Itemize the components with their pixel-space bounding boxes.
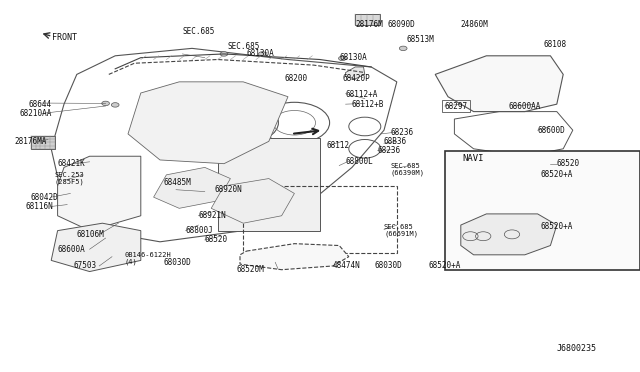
Text: 68030D: 68030D bbox=[163, 258, 191, 267]
Text: 68421K: 68421K bbox=[58, 159, 85, 168]
Text: 68513M: 68513M bbox=[406, 35, 434, 44]
Text: 68520+A: 68520+A bbox=[541, 170, 573, 179]
Text: 68042D: 68042D bbox=[31, 193, 58, 202]
Text: J6800235: J6800235 bbox=[557, 344, 596, 353]
Circle shape bbox=[259, 52, 266, 56]
Text: NAVI: NAVI bbox=[462, 154, 484, 163]
Text: 24860M: 24860M bbox=[461, 20, 488, 29]
Text: 68116N: 68116N bbox=[26, 202, 53, 211]
Circle shape bbox=[111, 103, 119, 107]
Text: 68112+A: 68112+A bbox=[346, 90, 378, 99]
Bar bbox=[355, 14, 380, 25]
Text: 68921N: 68921N bbox=[198, 211, 226, 220]
Text: 68112+B: 68112+B bbox=[352, 100, 385, 109]
Text: SEC.685: SEC.685 bbox=[227, 42, 260, 51]
Bar bbox=[31, 136, 55, 149]
PathPatch shape bbox=[51, 223, 141, 272]
Bar bbox=[218, 138, 320, 231]
Circle shape bbox=[220, 52, 228, 56]
Text: SEC.685: SEC.685 bbox=[182, 27, 215, 36]
Text: 68800L: 68800L bbox=[346, 157, 373, 166]
Text: SEC.253
(285F5): SEC.253 (285F5) bbox=[54, 172, 84, 185]
Text: SEC.685
(66591M): SEC.685 (66591M) bbox=[384, 224, 418, 237]
Text: FRONT: FRONT bbox=[52, 33, 77, 42]
PathPatch shape bbox=[128, 82, 288, 164]
Text: 68644: 68644 bbox=[29, 100, 52, 109]
Text: 68420P: 68420P bbox=[342, 74, 370, 83]
Text: 0B146-6122H
(4): 0B146-6122H (4) bbox=[125, 252, 172, 265]
Text: 28176M: 28176M bbox=[355, 20, 383, 29]
Text: 68600D: 68600D bbox=[538, 126, 565, 135]
Bar bbox=[442, 100, 470, 112]
Text: 68520: 68520 bbox=[557, 159, 580, 168]
Circle shape bbox=[102, 101, 109, 106]
Text: 68600A: 68600A bbox=[58, 245, 85, 254]
Bar bbox=[243, 186, 397, 253]
Text: 68520+A: 68520+A bbox=[541, 222, 573, 231]
Text: 67503: 67503 bbox=[74, 262, 97, 270]
Text: 68520+A: 68520+A bbox=[429, 262, 461, 270]
Text: 68236: 68236 bbox=[378, 146, 401, 155]
Text: 48474N: 48474N bbox=[333, 262, 360, 270]
Text: 68920N: 68920N bbox=[214, 185, 242, 194]
PathPatch shape bbox=[461, 214, 557, 255]
PathPatch shape bbox=[435, 56, 563, 112]
PathPatch shape bbox=[211, 179, 294, 223]
PathPatch shape bbox=[346, 67, 365, 79]
Text: 68B36: 68B36 bbox=[384, 137, 407, 146]
Text: 28176MA: 28176MA bbox=[14, 137, 47, 146]
Text: 68600AA: 68600AA bbox=[509, 102, 541, 110]
Text: 68130A: 68130A bbox=[339, 53, 367, 62]
Text: 68106M: 68106M bbox=[77, 230, 104, 239]
PathPatch shape bbox=[58, 156, 141, 231]
Text: 68200: 68200 bbox=[285, 74, 308, 83]
Text: 68520: 68520 bbox=[205, 235, 228, 244]
Text: 68485M: 68485M bbox=[163, 178, 191, 187]
Text: 68112: 68112 bbox=[326, 141, 349, 150]
Circle shape bbox=[339, 56, 346, 61]
Text: 68030D: 68030D bbox=[374, 262, 402, 270]
Text: 68520M: 68520M bbox=[237, 265, 264, 274]
Text: 68090D: 68090D bbox=[387, 20, 415, 29]
Text: 68130A: 68130A bbox=[246, 49, 274, 58]
Circle shape bbox=[399, 46, 407, 51]
Text: SEC.685
(66390M): SEC.685 (66390M) bbox=[390, 163, 424, 176]
Text: 68236: 68236 bbox=[390, 128, 413, 137]
Text: 68108: 68108 bbox=[544, 40, 567, 49]
PathPatch shape bbox=[154, 167, 230, 208]
Text: 68800J: 68800J bbox=[186, 226, 213, 235]
PathPatch shape bbox=[240, 244, 349, 270]
Text: 68297: 68297 bbox=[445, 102, 468, 110]
Text: 68210AA: 68210AA bbox=[19, 109, 52, 118]
Bar bbox=[445, 151, 640, 270]
